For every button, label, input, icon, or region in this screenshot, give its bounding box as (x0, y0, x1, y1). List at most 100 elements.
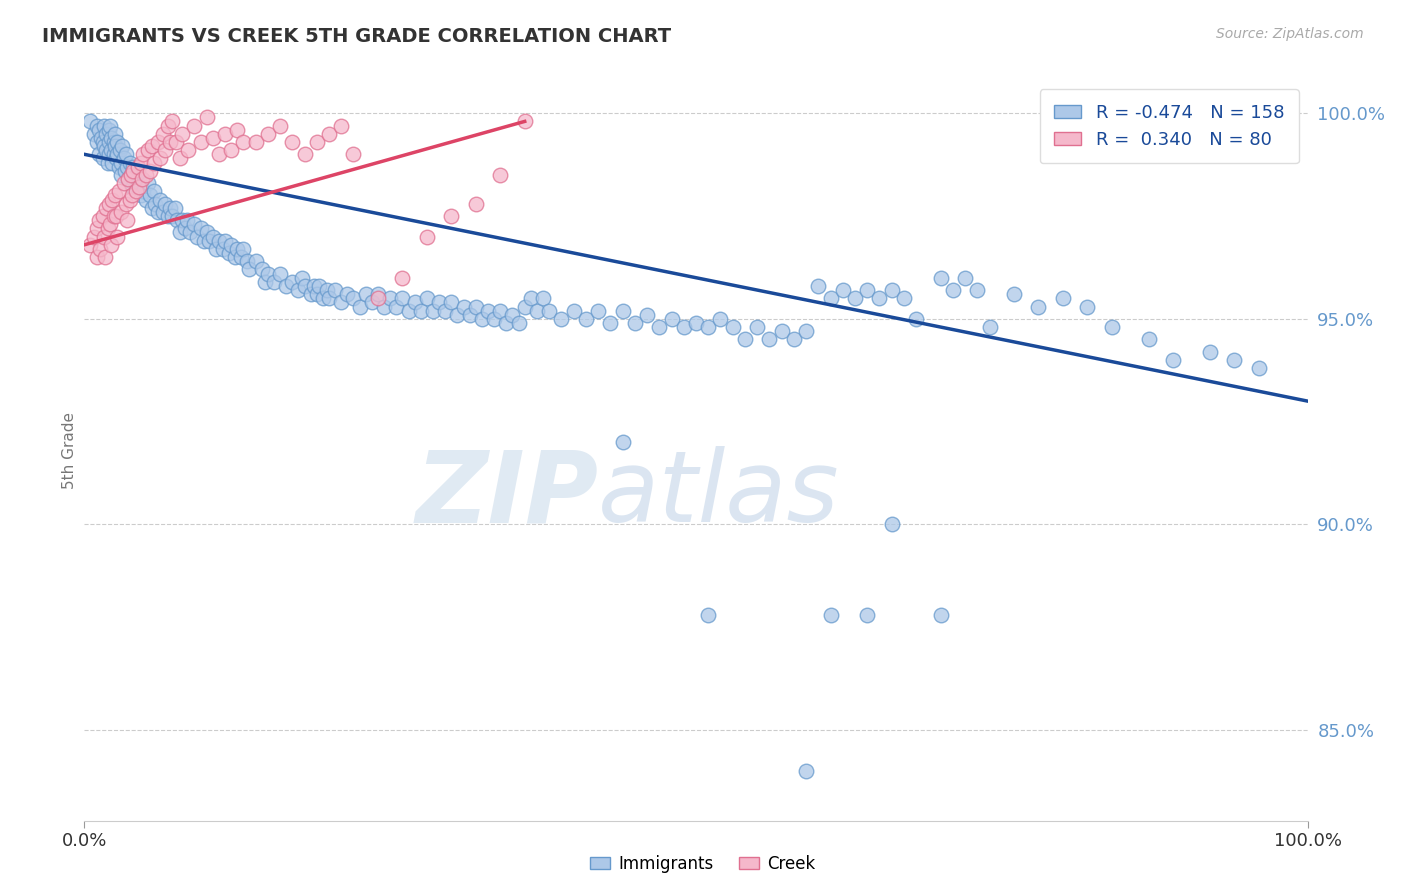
Point (97, 196, 120, 211)
Point (115, 147, 138, 161)
Point (79, 114, 101, 128)
Point (93, 119, 115, 133)
Point (232, 135, 254, 149)
Point (427, 295, 450, 310)
Point (709, 311, 731, 326)
Point (139, 188, 162, 202)
Point (477, 303, 499, 318)
Point (422, 303, 444, 318)
Point (315, 283, 337, 297)
Point (214, 234, 236, 248)
Point (612, 303, 634, 318)
Point (114, 163, 136, 178)
Point (398, 303, 420, 318)
Point (257, 267, 280, 281)
Point (125, 184, 148, 198)
Point (330, 119, 353, 133)
Point (141, 201, 163, 215)
Point (281, 275, 304, 289)
Point (1161, 353, 1184, 368)
Point (96, 127, 118, 141)
Point (152, 127, 174, 141)
Legend: Immigrants, Creek: Immigrants, Creek (583, 848, 823, 880)
Point (105, 152, 128, 166)
Point (132, 147, 155, 161)
Point (105, 135, 128, 149)
Point (87, 213, 110, 227)
Point (229, 250, 252, 264)
Point (153, 196, 176, 211)
Point (458, 308, 481, 322)
Point (162, 114, 184, 128)
Point (98, 217, 121, 231)
Point (953, 270, 976, 285)
Point (86, 250, 108, 264)
Point (101, 193, 124, 207)
Point (905, 311, 928, 326)
Point (110, 168, 132, 182)
Point (304, 279, 326, 293)
Point (575, 311, 598, 326)
Point (416, 229, 439, 244)
Point (89, 242, 111, 256)
Point (131, 172, 153, 186)
Point (115, 160, 138, 174)
Point (257, 127, 280, 141)
Point (136, 143, 159, 157)
Point (1052, 291, 1074, 305)
Point (159, 135, 181, 149)
Point (434, 303, 457, 318)
Point (96, 143, 118, 157)
Point (128, 180, 150, 194)
Point (172, 213, 194, 227)
Point (294, 147, 316, 161)
Point (146, 135, 169, 149)
Point (152, 205, 174, 219)
Point (880, 283, 903, 297)
Point (149, 152, 172, 166)
Point (440, 209, 463, 223)
Point (112, 152, 135, 166)
Point (520, 291, 543, 305)
Text: Source: ZipAtlas.com: Source: ZipAtlas.com (1216, 27, 1364, 41)
Point (391, 291, 413, 305)
Point (232, 242, 254, 256)
Point (135, 168, 157, 182)
Point (166, 213, 188, 227)
Point (111, 139, 134, 153)
Point (100, 131, 122, 145)
Point (165, 135, 187, 149)
Point (318, 291, 340, 305)
Point (118, 193, 141, 207)
Point (685, 316, 707, 330)
Point (281, 135, 304, 149)
Point (1223, 353, 1246, 368)
Point (143, 155, 166, 169)
Point (453, 300, 475, 314)
Point (531, 291, 554, 305)
Point (820, 607, 842, 622)
Point (97, 155, 120, 169)
Point (121, 180, 143, 194)
Point (758, 332, 780, 346)
Point (172, 127, 194, 141)
Point (105, 209, 128, 223)
Point (79, 237, 101, 252)
Point (105, 147, 128, 161)
Point (1101, 320, 1123, 334)
Point (127, 163, 149, 178)
Point (201, 229, 224, 244)
Point (110, 205, 132, 219)
Point (342, 291, 364, 305)
Point (156, 119, 179, 133)
Point (291, 270, 314, 285)
Point (104, 127, 127, 141)
Point (323, 283, 346, 297)
Point (489, 303, 512, 318)
Point (125, 180, 148, 194)
Point (807, 279, 830, 293)
Point (294, 279, 316, 293)
Point (176, 213, 198, 227)
Point (250, 262, 273, 277)
Point (179, 226, 201, 240)
